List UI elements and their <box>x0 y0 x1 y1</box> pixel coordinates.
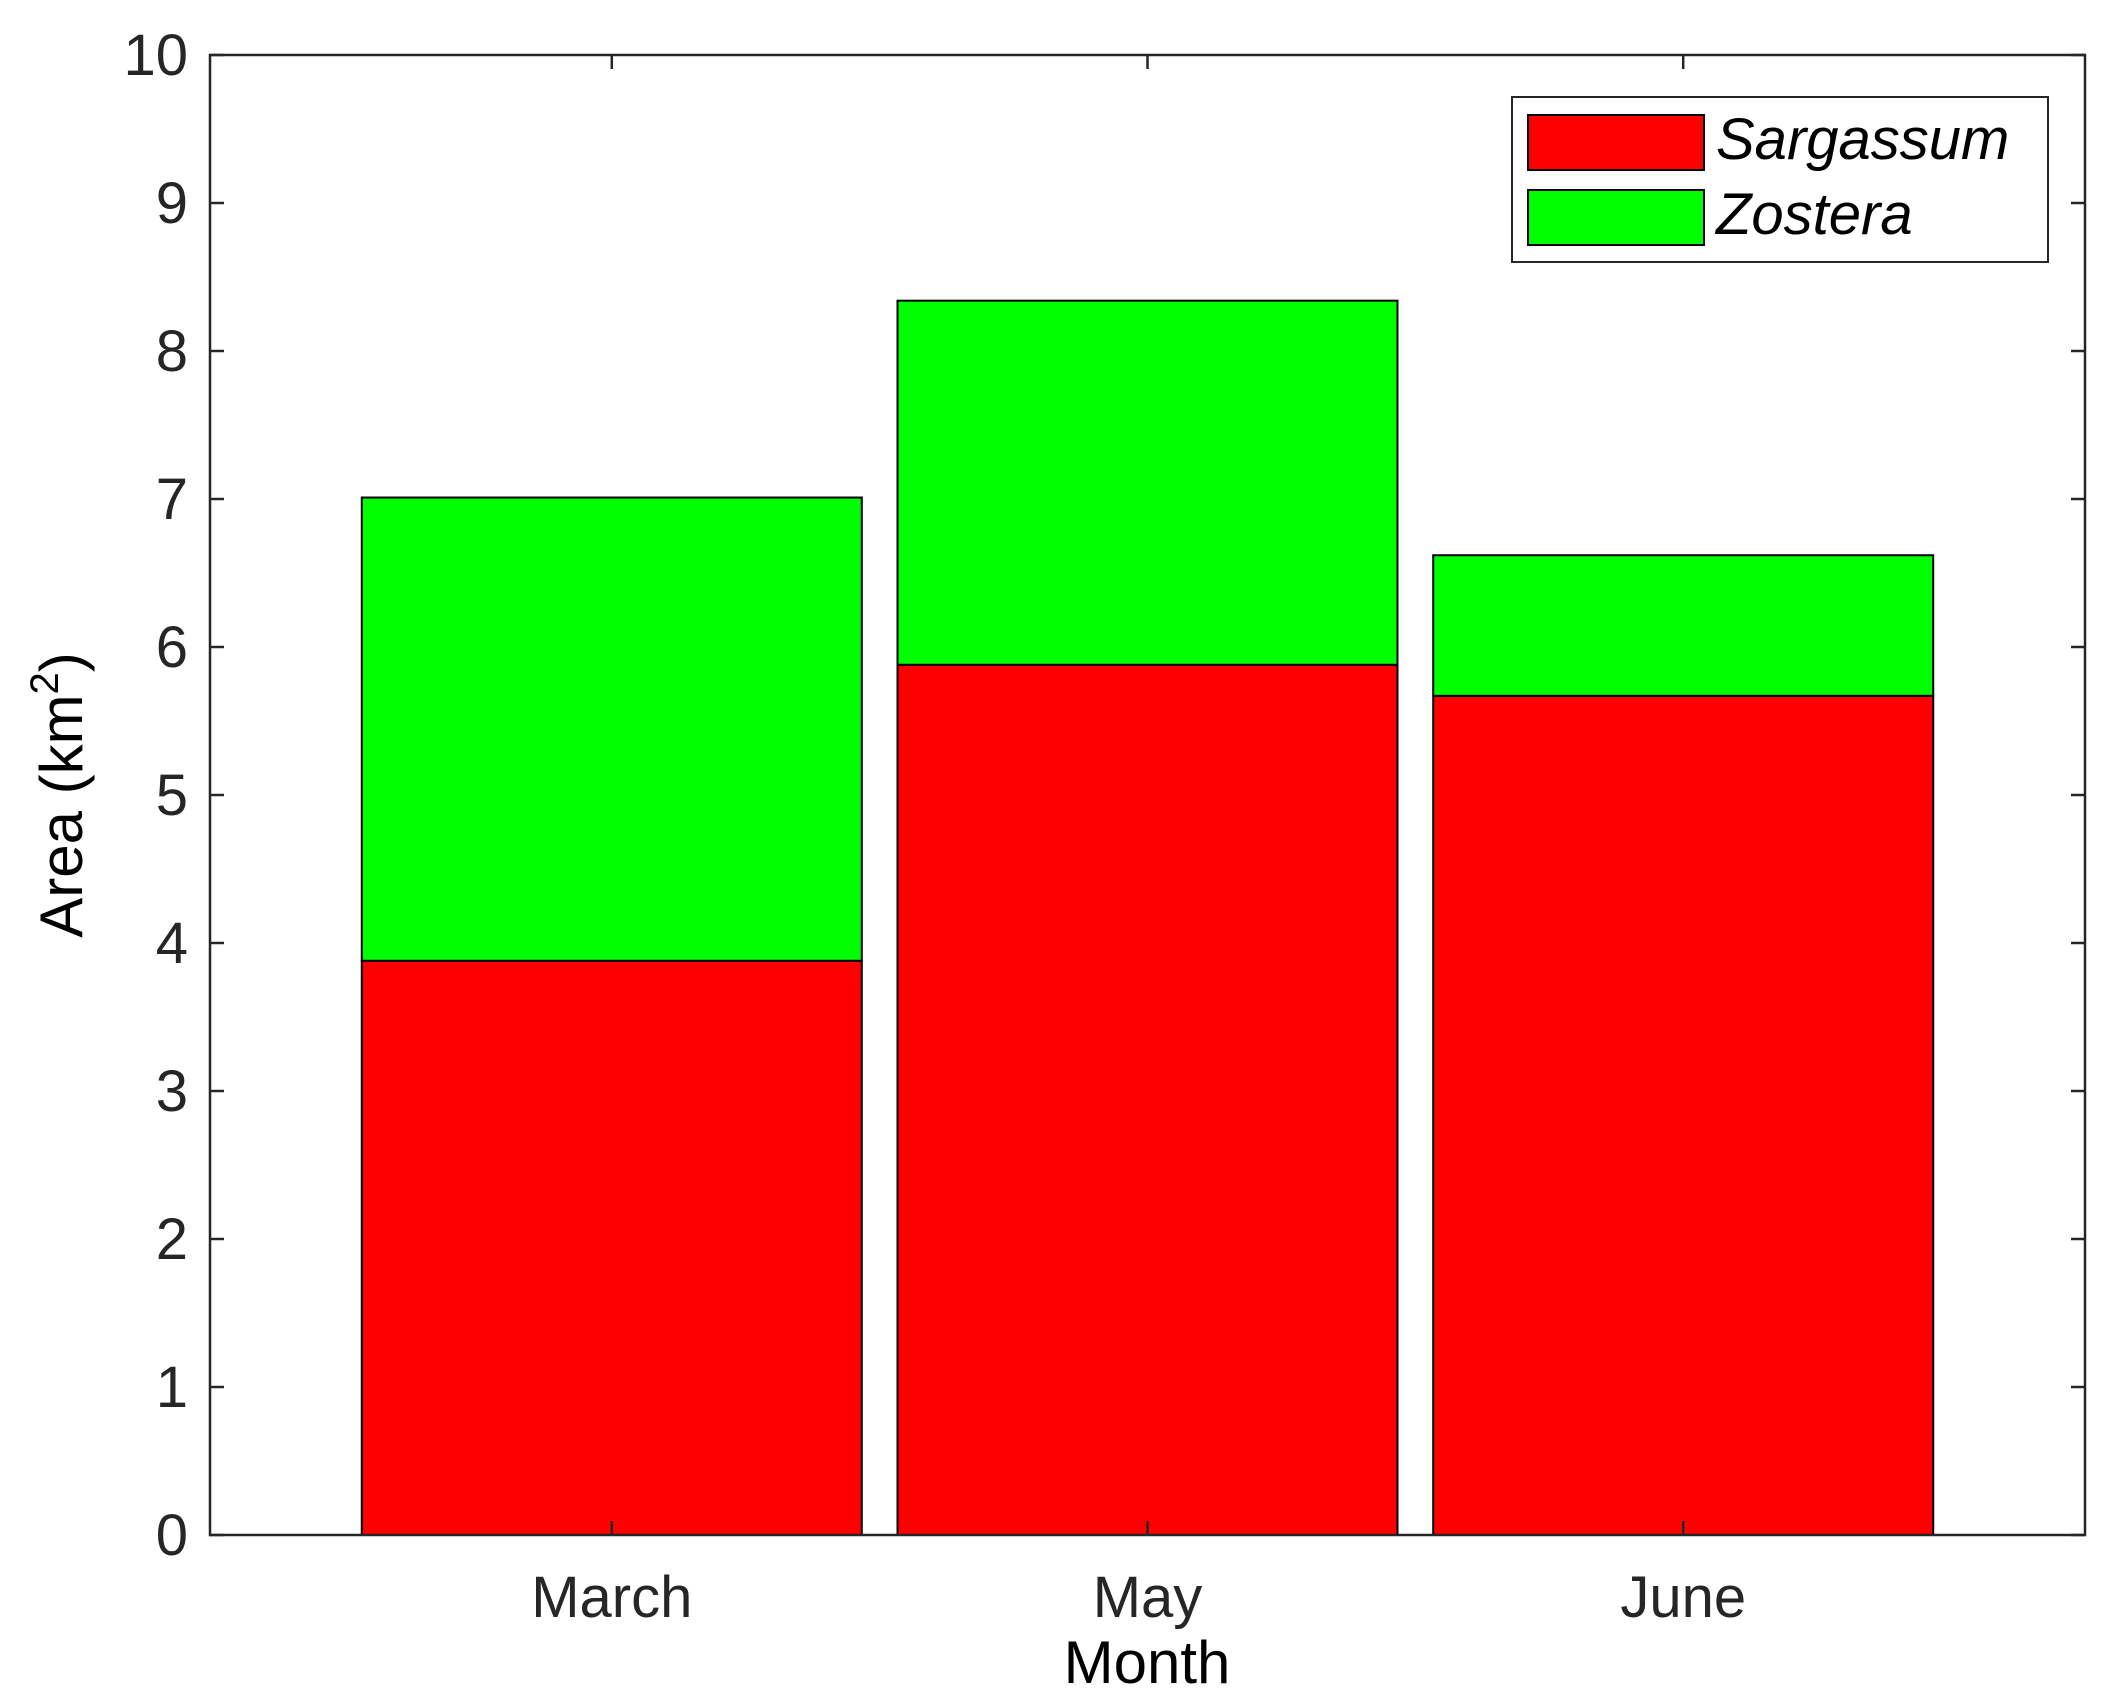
y-axis-label-superscript: 2 <box>23 672 67 694</box>
legend-label-sargassum: Sargassum <box>1716 107 2009 172</box>
plot-frame <box>208 53 2087 1537</box>
y-tick-label: 6 <box>156 615 188 680</box>
x-axis-label: Month <box>1064 1629 1231 1696</box>
x-tick-labels: March May June <box>531 1565 1746 1630</box>
y-tick-label: 7 <box>156 467 188 532</box>
bar-zostera-march <box>360 496 863 962</box>
y-tick-label: 1 <box>156 1355 188 1420</box>
y-tick-label: 4 <box>156 911 188 976</box>
y-tick-labels: 0 1 2 3 4 5 6 7 8 9 10 <box>123 23 188 1568</box>
bar-sargassum-march <box>360 959 863 1536</box>
legend-swatch-zostera <box>1527 189 1705 246</box>
bar-sargassum-may <box>896 663 1399 1536</box>
bar-zostera-may <box>896 299 1399 666</box>
legend-label-zostera: Zostera <box>1714 182 1913 247</box>
y-tick-label: 0 <box>156 1503 188 1568</box>
bar-zostera-june <box>1432 554 1935 697</box>
x-tick-label-may: May <box>1093 1565 1203 1630</box>
y-tick-label: 8 <box>156 319 188 384</box>
y-axis-label: Area (km2) <box>23 652 95 938</box>
bar-sargassum-june <box>1432 694 1935 1536</box>
y-tick-label: 3 <box>156 1059 188 1124</box>
y-tick-label: 10 <box>123 23 188 88</box>
x-tick-label-june: June <box>1620 1565 1746 1630</box>
y-tick-label: 5 <box>156 763 188 828</box>
y-tick-label: 2 <box>156 1207 188 1272</box>
legend-swatch-sargassum <box>1527 114 1705 171</box>
bars-group <box>360 299 1935 1536</box>
legend: Sargassum Zostera <box>1511 96 2049 263</box>
y-axis-label-closing: ) <box>28 652 95 672</box>
y-axis-label-base: Area (km <box>28 694 95 937</box>
y-tick-label: 9 <box>156 171 188 236</box>
x-tick-label-march: March <box>531 1565 692 1630</box>
